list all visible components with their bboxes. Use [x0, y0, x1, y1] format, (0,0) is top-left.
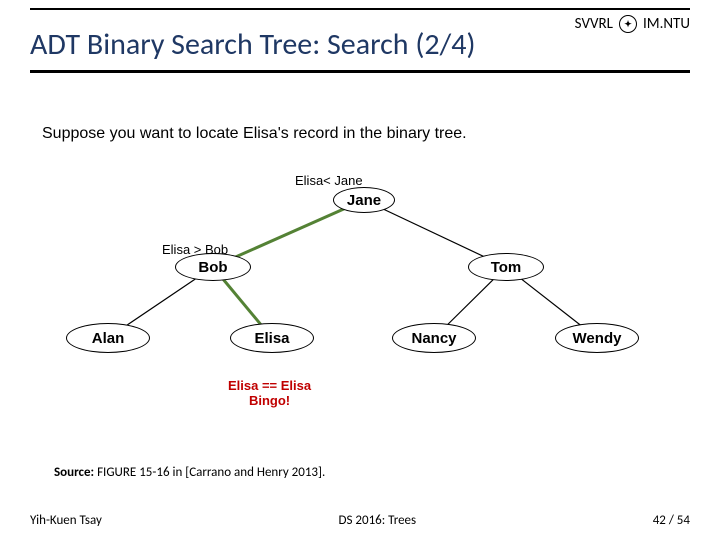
tree-edge	[516, 275, 585, 329]
title-rule	[30, 70, 690, 73]
tree-edge	[444, 276, 496, 328]
logo-icon: ✦	[619, 15, 637, 33]
tree-edge	[222, 277, 263, 327]
top-rule	[30, 8, 690, 10]
body-text: Suppose you want to locate Elisa's recor…	[42, 125, 467, 143]
bingo-line1: Elisa == Elisa	[228, 378, 311, 393]
source-text: FIGURE 15-16 in [Carrano and Henry 2013]…	[94, 465, 325, 480]
tree-node-wendy: Wendy	[555, 323, 639, 353]
tree-node-elisa: Elisa	[230, 323, 314, 353]
footer: Yih-Kuen Tsay DS 2016: Trees 42 / 54	[30, 513, 690, 528]
source-line: Source: FIGURE 15-16 in [Carrano and Hen…	[54, 465, 325, 480]
annotation-cmp1: Elisa< Jane	[295, 173, 363, 188]
header-imntu: IM.NTU	[643, 15, 690, 33]
footer-author: Yih-Kuen Tsay	[30, 513, 102, 528]
source-label: Source:	[54, 465, 94, 480]
annotation-bingo: Elisa == Elisa Bingo!	[228, 378, 311, 408]
tree-edge	[120, 274, 202, 330]
tree-node-jane: Jane	[333, 187, 395, 213]
footer-course: DS 2016: Trees	[339, 513, 417, 528]
tree-edge	[225, 205, 353, 262]
tree-node-nancy: Nancy	[392, 323, 476, 353]
page-title: ADT Binary Search Tree: Search (2/4)	[30, 26, 476, 63]
tree-node-alan: Alan	[66, 323, 150, 353]
bingo-line2: Bingo!	[249, 393, 290, 408]
tree-node-bob: Bob	[175, 253, 251, 281]
footer-page: 42 / 54	[653, 513, 690, 528]
header-svrl: SVVRL	[575, 15, 613, 33]
tree-diagram: Elisa< Jane Elisa > Bob Elisa == Elisa B…	[0, 160, 720, 450]
header-right: SVVRL ✦ IM.NTU	[575, 15, 690, 33]
tree-edge	[375, 205, 494, 261]
tree-node-tom: Tom	[468, 253, 544, 281]
